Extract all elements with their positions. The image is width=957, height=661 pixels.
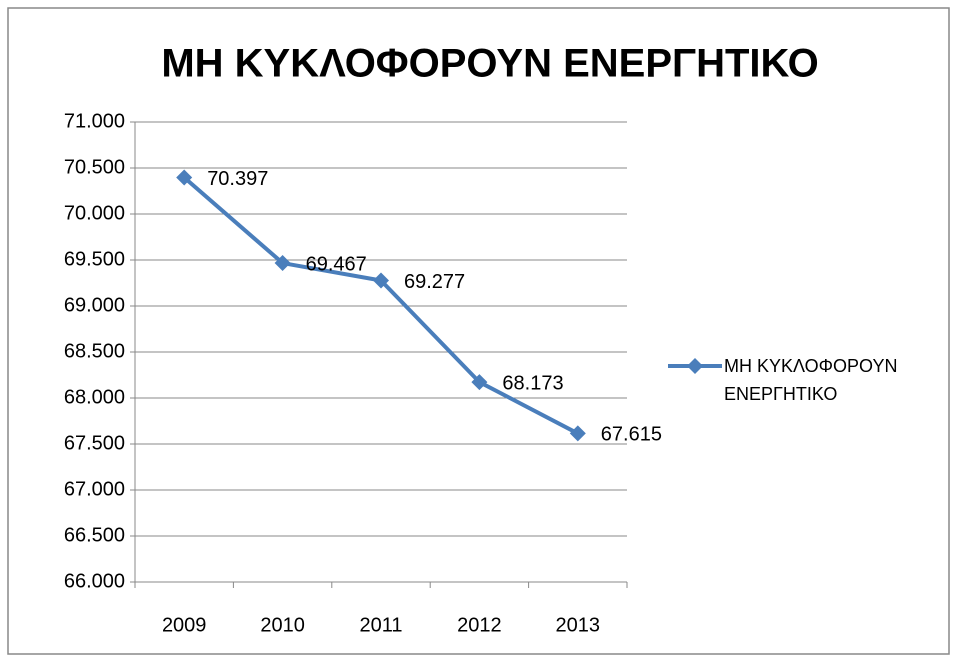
x-tick-label: 2010 bbox=[260, 614, 305, 636]
x-tick-label: 2011 bbox=[359, 614, 402, 636]
data-label: 68.173 bbox=[502, 372, 563, 394]
data-label: 70.397 bbox=[207, 168, 268, 190]
data-point bbox=[373, 272, 389, 289]
y-tick-label: 69.000 bbox=[64, 294, 125, 316]
legend-marker bbox=[687, 358, 703, 374]
y-tick-label: 66.500 bbox=[64, 524, 125, 546]
y-tick-label: 66.000 bbox=[64, 570, 125, 592]
data-label: 69.467 bbox=[306, 253, 367, 275]
chart-border bbox=[7, 7, 950, 655]
data-point bbox=[274, 255, 291, 272]
data-point bbox=[569, 425, 586, 442]
y-tick-label: 67.500 bbox=[64, 432, 125, 454]
chart-title: ΜΗ ΚΥΚΛΟΦΟΡΟΥΝ ΕΝΕΡΓΗΤΙΚΟ bbox=[161, 42, 818, 86]
y-tick-label: 71.000 bbox=[64, 110, 125, 132]
y-tick-label: 70.500 bbox=[64, 156, 125, 178]
x-tick-label: 2013 bbox=[556, 614, 601, 636]
y-tick-label: 67.000 bbox=[64, 478, 125, 500]
data-point bbox=[176, 169, 193, 186]
x-tick-label: 2009 bbox=[162, 614, 207, 636]
legend-symbol bbox=[668, 358, 722, 374]
data-label: 69.277 bbox=[404, 271, 465, 293]
y-tick-label: 68.500 bbox=[64, 340, 125, 362]
y-tick-label: 69.500 bbox=[64, 248, 125, 270]
y-tick-label: 70.000 bbox=[64, 202, 125, 224]
data-label: 67.615 bbox=[601, 424, 662, 446]
y-tick-label: 68.000 bbox=[64, 386, 125, 408]
data-point bbox=[471, 374, 488, 391]
legend: ΜΗ ΚΥΚΛΟΦΟΡΟΥΝ ΕΝΕΡΓΗΤΙΚΟ bbox=[668, 352, 949, 408]
x-tick-label: 2012 bbox=[457, 614, 502, 636]
legend-label: ΜΗ ΚΥΚΛΟΦΟΡΟΥΝ ΕΝΕΡΓΗΤΙΚΟ bbox=[724, 356, 898, 404]
